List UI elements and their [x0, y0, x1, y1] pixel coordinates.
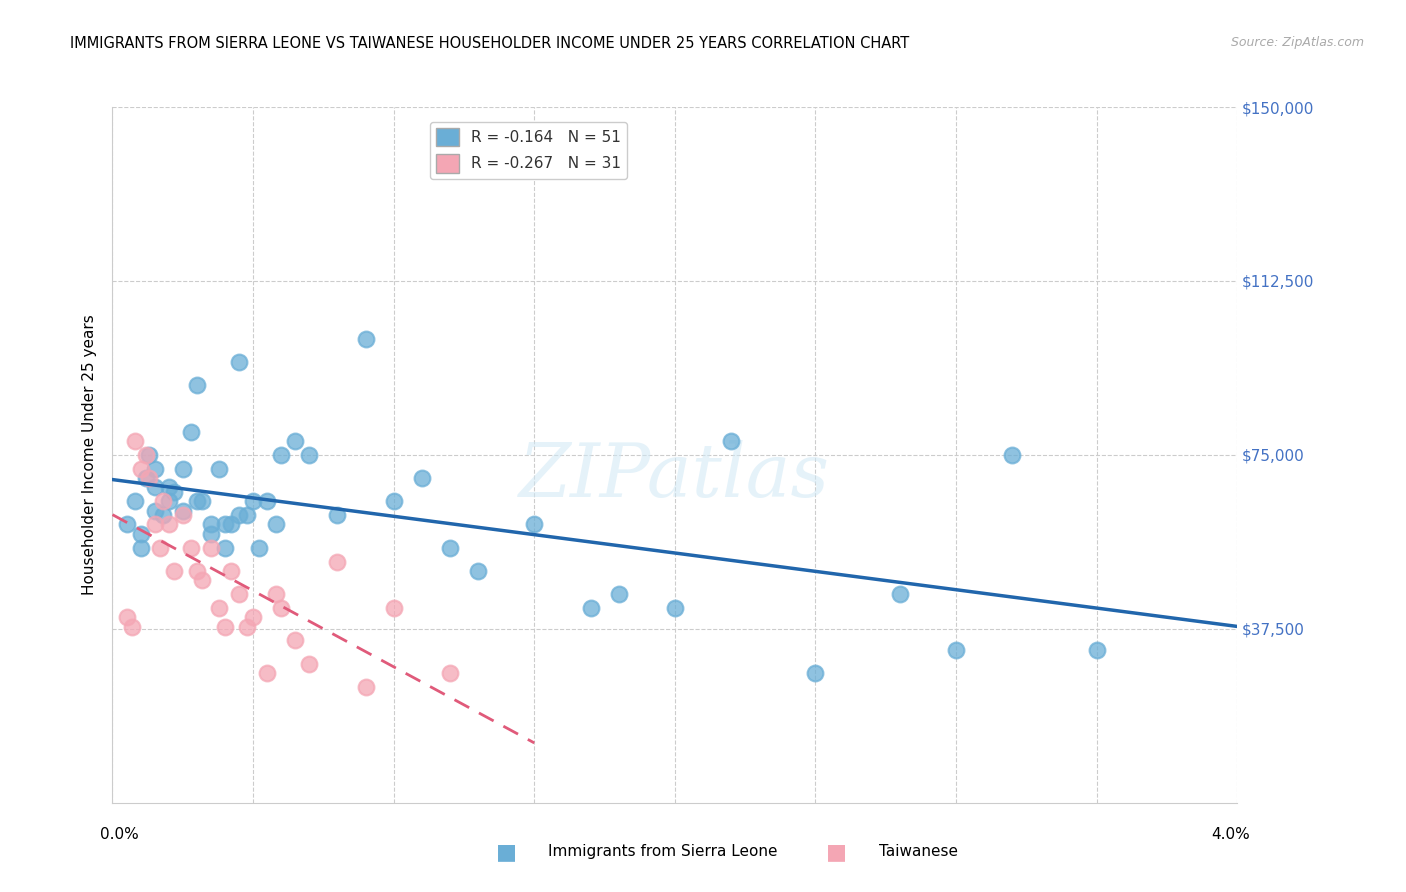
Text: Immigrants from Sierra Leone: Immigrants from Sierra Leone [548, 845, 778, 859]
Point [214, 541, 236, 555]
Point [354, 680, 377, 694]
Point [439, 665, 461, 680]
Point [228, 355, 250, 369]
Point [326, 555, 349, 569]
Point [889, 587, 911, 601]
Point [172, 508, 194, 523]
Point [200, 517, 222, 532]
Point [115, 517, 138, 532]
Point [163, 485, 186, 500]
Point [157, 480, 180, 494]
Text: ■: ■ [827, 842, 846, 862]
Point [157, 517, 180, 532]
Point [720, 434, 742, 448]
Point [129, 526, 152, 541]
Point [186, 378, 208, 392]
Point [152, 494, 174, 508]
Text: 0.0%: 0.0% [100, 827, 139, 841]
Text: ■: ■ [496, 842, 516, 862]
Point [242, 494, 264, 508]
Text: IMMIGRANTS FROM SIERRA LEONE VS TAIWANESE HOUSEHOLDER INCOME UNDER 25 YEARS CORR: IMMIGRANTS FROM SIERRA LEONE VS TAIWANES… [70, 36, 910, 51]
Point [298, 657, 321, 671]
Point [143, 462, 166, 476]
Point [439, 541, 461, 555]
Point [1085, 642, 1108, 657]
Point [247, 541, 270, 555]
Point [135, 471, 157, 485]
Point [467, 564, 489, 578]
Point [579, 601, 602, 615]
Point [191, 494, 214, 508]
Point [200, 541, 222, 555]
Point [242, 610, 264, 624]
Point [219, 517, 242, 532]
Point [143, 503, 166, 517]
Point [326, 508, 349, 523]
Point [157, 494, 180, 508]
Point [191, 573, 214, 587]
Point [200, 526, 222, 541]
Point [607, 587, 630, 601]
Point [219, 564, 242, 578]
Point [228, 587, 250, 601]
Point [382, 494, 405, 508]
Point [208, 601, 231, 615]
Point [804, 665, 827, 680]
Point [214, 517, 236, 532]
Point [186, 564, 208, 578]
Text: 4.0%: 4.0% [1211, 827, 1250, 841]
Point [115, 610, 138, 624]
Point [354, 332, 377, 346]
Text: Source: ZipAtlas.com: Source: ZipAtlas.com [1230, 36, 1364, 49]
Point [135, 448, 157, 462]
Point [143, 480, 166, 494]
Point [664, 601, 686, 615]
Y-axis label: Householder Income Under 25 years: Householder Income Under 25 years [82, 315, 97, 595]
Text: ZIPatlas: ZIPatlas [519, 440, 831, 512]
Point [172, 503, 194, 517]
Point [129, 541, 152, 555]
Point [172, 462, 194, 476]
Point [180, 425, 202, 439]
Point [163, 564, 186, 578]
Point [411, 471, 433, 485]
Point [214, 619, 236, 633]
Point [129, 462, 152, 476]
Point [208, 462, 231, 476]
Point [121, 619, 143, 633]
Point [124, 434, 146, 448]
Point [264, 517, 287, 532]
Point [284, 633, 307, 648]
Point [143, 517, 166, 532]
Point [149, 541, 172, 555]
Point [138, 448, 160, 462]
Point [284, 434, 307, 448]
Point [256, 494, 278, 508]
Point [270, 448, 292, 462]
Point [256, 665, 278, 680]
Point [1001, 448, 1024, 462]
Point [152, 508, 174, 523]
Point [138, 471, 160, 485]
Point [270, 601, 292, 615]
Point [236, 619, 259, 633]
Point [523, 517, 546, 532]
Point [264, 587, 287, 601]
Legend: R = -0.164   N = 51, R = -0.267   N = 31: R = -0.164 N = 51, R = -0.267 N = 31 [430, 121, 627, 178]
Point [236, 508, 259, 523]
Point [298, 448, 321, 462]
Point [124, 494, 146, 508]
Point [228, 508, 250, 523]
Point [945, 642, 967, 657]
Text: Taiwanese: Taiwanese [879, 845, 957, 859]
Point [186, 494, 208, 508]
Point [382, 601, 405, 615]
Point [180, 541, 202, 555]
